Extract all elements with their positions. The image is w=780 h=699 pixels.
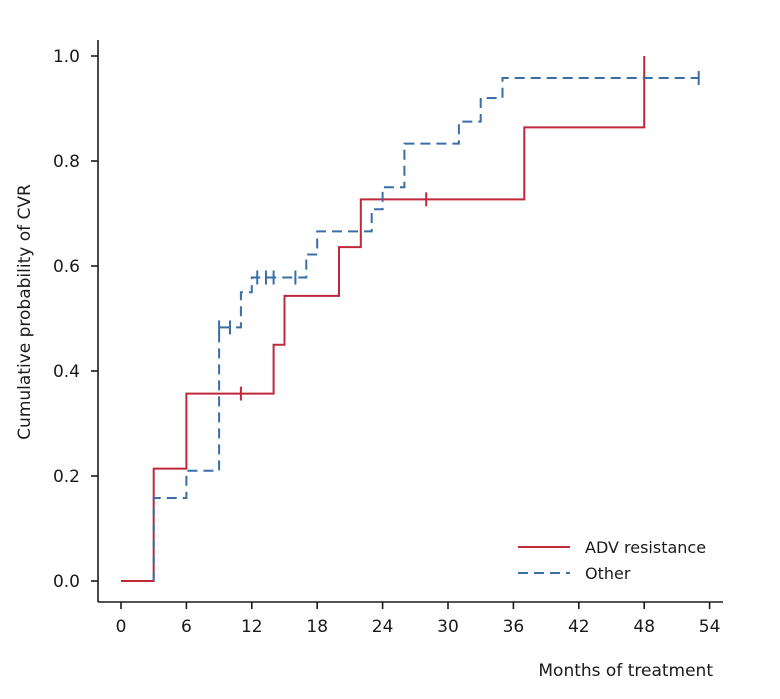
legend-label-adv: ADV resistance [585,538,706,557]
x-tick-label: 6 [181,617,192,637]
y-ticks: 0.0 0.2 0.4 0.6 0.8 1.0 [53,47,98,592]
x-tick-label: 36 [503,617,525,637]
y-tick-label: 1.0 [53,47,80,67]
x-tick-label: 54 [699,617,721,637]
x-tick-label: 0 [116,617,127,637]
series-adv-resistance-line [121,56,646,582]
series-layer [121,56,700,582]
x-axis-label: Months of treatment [538,661,713,681]
y-tick-label: 0.8 [53,152,80,172]
legend-label-other: Other [585,564,631,583]
x-tick-label: 48 [633,617,655,637]
legend: ADV resistance Other [518,538,706,583]
x-tick-label: 18 [306,617,328,637]
x-tick-label: 24 [372,617,394,637]
x-tick-label: 42 [568,617,590,637]
y-tick-label: 0.0 [53,572,80,592]
series-other-line [152,77,699,581]
y-tick-label: 0.2 [53,467,80,487]
y-tick-label: 0.6 [53,257,80,277]
y-tick-label: 0.4 [53,362,80,382]
x-ticks: 0 6 12 18 24 30 36 42 48 54 [116,602,721,637]
x-tick-label: 12 [241,617,263,637]
x-tick-label: 30 [437,617,459,637]
y-axis-label: Cumulative probability of CVR [15,184,35,440]
